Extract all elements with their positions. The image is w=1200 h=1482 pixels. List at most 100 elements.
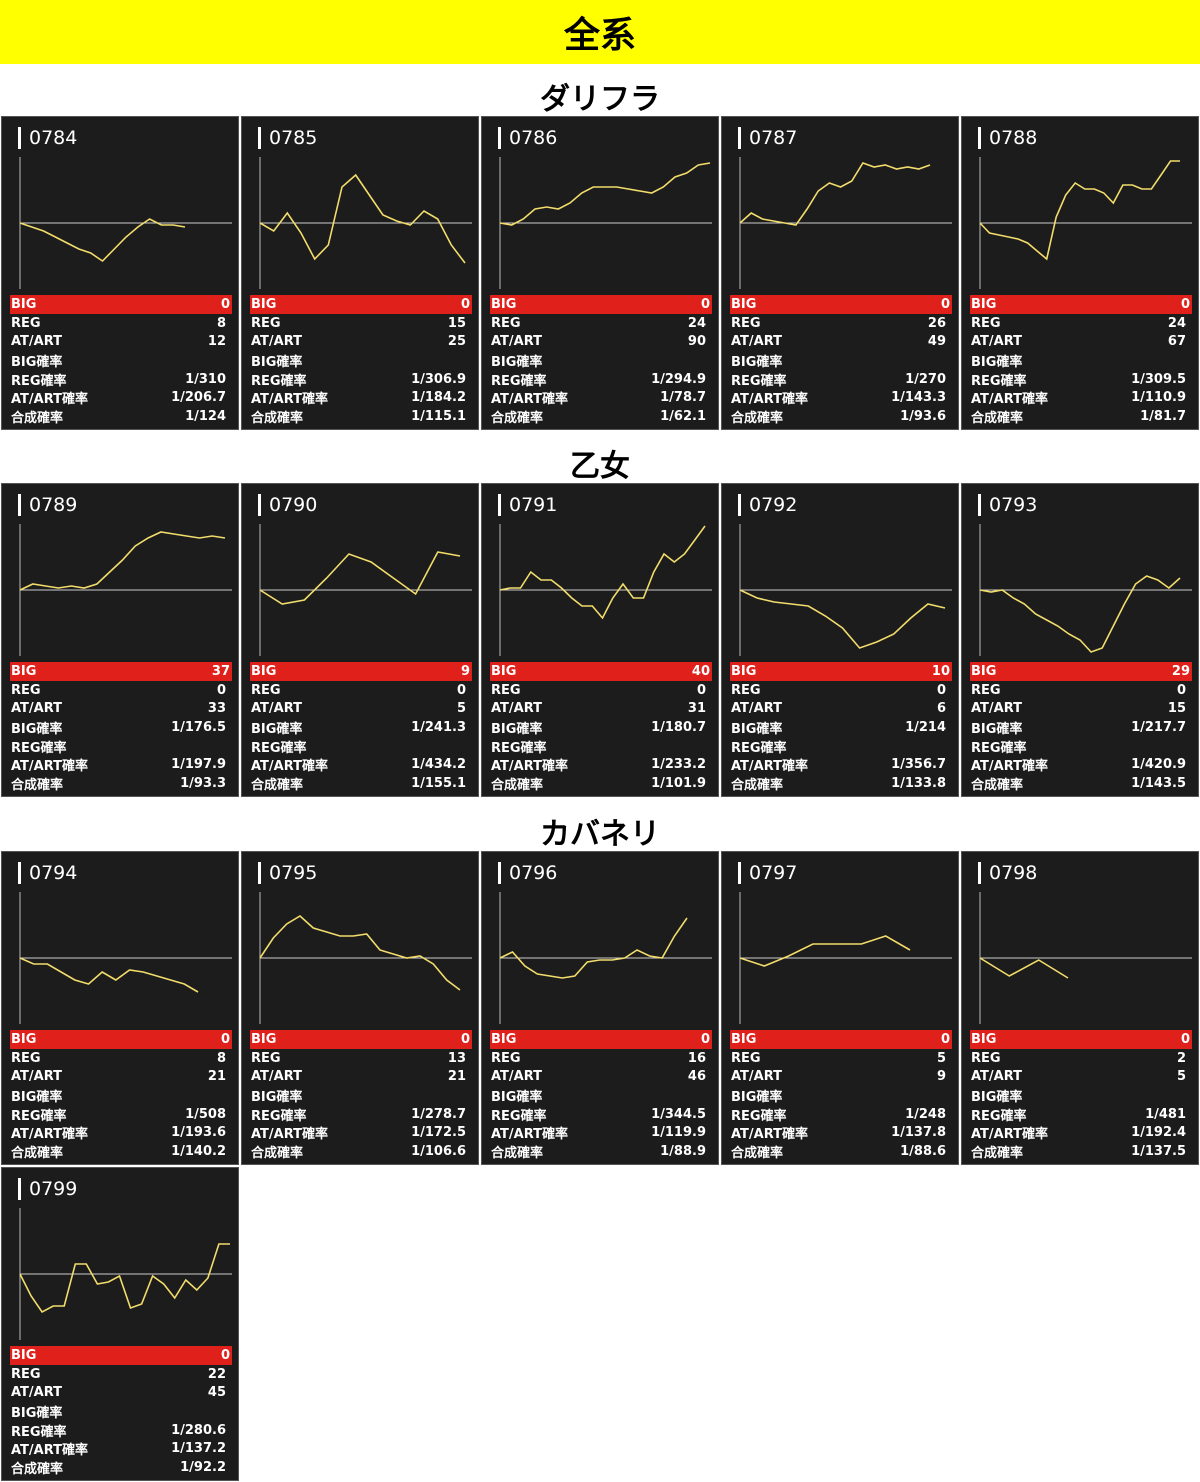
stat-value: 1/248 bbox=[905, 1106, 946, 1122]
stat-row-reg-rate: REG確率 bbox=[730, 737, 952, 756]
stat-label: 合成確率 bbox=[971, 1145, 1024, 1161]
stat-value: 1/81.7 bbox=[1140, 408, 1186, 424]
stat-label: REG確率 bbox=[251, 740, 307, 756]
stat-label: 合成確率 bbox=[11, 410, 64, 426]
stat-value: 1/241.3 bbox=[411, 719, 466, 735]
machine-card[interactable]: 0798 BIG 0 REG 2 AT/ART 5 BIG確率 REG確率 1/481 AT/ART… bbox=[961, 851, 1199, 1165]
stat-row-reg: REG 15 bbox=[250, 314, 472, 333]
stat-label: REG bbox=[491, 315, 521, 331]
machine-card[interactable]: 0794 BIG 0 REG 8 AT/ART 21 BIG確率 REG確率 1/508 AT/AR… bbox=[1, 851, 239, 1165]
stat-row-atart: AT/ART 12 bbox=[10, 332, 232, 351]
stat-row-reg: REG 8 bbox=[10, 314, 232, 333]
stat-label: BIG確率 bbox=[11, 1089, 63, 1105]
machine-card[interactable]: 0796 BIG 0 REG 16 AT/ART 46 BIG確率 REG確率 1/344.5 AT… bbox=[481, 851, 719, 1165]
stat-value: 1/110.9 bbox=[1131, 390, 1186, 406]
stat-label: BIG bbox=[971, 296, 997, 312]
stat-label: AT/ART bbox=[491, 1069, 543, 1085]
graph-line bbox=[979, 957, 1069, 979]
machine-card[interactable]: 0784 BIG 0 REG 8 AT/ART 12 BIG確率 REG確率 1/310 AT/AR… bbox=[1, 116, 239, 430]
stat-row-big-rate: BIG確率 bbox=[490, 1086, 712, 1105]
stat-value: 0 bbox=[700, 296, 710, 312]
machine-card[interactable]: 0797 BIG 0 REG 5 AT/ART 9 BIG確率 REG確率 1/248 AT/ART… bbox=[721, 851, 959, 1165]
stat-row-reg-rate: REG確率 1/248 bbox=[730, 1105, 952, 1124]
stat-label: BIG bbox=[11, 1031, 37, 1047]
stat-value: 1/306.9 bbox=[411, 371, 466, 387]
stat-row-big-rate: BIG確率 bbox=[970, 351, 1192, 370]
stat-label: 合成確率 bbox=[731, 410, 784, 426]
stat-label: BIG確率 bbox=[11, 721, 63, 737]
stat-row-reg-rate: REG確率 bbox=[250, 737, 472, 756]
stat-value: 1/137.2 bbox=[171, 1441, 226, 1457]
machine-card[interactable]: 0785 BIG 0 REG 15 AT/ART 25 BIG確率 REG確率 1/306.9 AT… bbox=[241, 116, 479, 430]
stat-label: REG確率 bbox=[971, 740, 1027, 756]
machine-card[interactable]: 0789 BIG 37 REG 0 AT/ART 33 BIG確率 1/176.5 REG確率 AT… bbox=[1, 483, 239, 797]
stat-row-atart: AT/ART 15 bbox=[970, 699, 1192, 718]
stat-row-atart-rate: AT/ART確率 1/119.9 bbox=[490, 1123, 712, 1142]
slump-graph bbox=[19, 157, 232, 289]
stat-label: BIG確率 bbox=[251, 1089, 303, 1105]
machine-card[interactable]: 0786 BIG 0 REG 24 AT/ART 90 BIG確率 REG確率 1/294.9 AT… bbox=[481, 116, 719, 430]
stat-label: REG bbox=[11, 315, 41, 331]
stat-label: BIG bbox=[11, 296, 37, 312]
machine-card[interactable]: 0787 BIG 0 REG 26 AT/ART 49 BIG確率 REG確率 1/270 AT/A… bbox=[721, 116, 959, 430]
stat-value: 90 bbox=[687, 334, 706, 350]
stat-row-big-rate: BIG確率 bbox=[250, 351, 472, 370]
stat-value: 1/192.4 bbox=[1131, 1125, 1186, 1141]
stat-row-big: BIG 37 bbox=[10, 662, 232, 681]
machine-number: 0799 bbox=[18, 1178, 77, 1200]
stat-row-reg-rate: REG確率 1/278.7 bbox=[250, 1105, 472, 1124]
stat-row-atart-rate: AT/ART確率 1/434.2 bbox=[250, 755, 472, 774]
machine-number: 0786 bbox=[498, 127, 557, 149]
stat-value: 0 bbox=[940, 296, 950, 312]
stat-label: AT/ART確率 bbox=[491, 1127, 569, 1143]
stat-row-atart-rate: AT/ART確率 1/137.8 bbox=[730, 1123, 952, 1142]
slump-graph bbox=[259, 892, 472, 1024]
stat-label: REG確率 bbox=[731, 1108, 787, 1124]
stat-label: REG確率 bbox=[11, 740, 67, 756]
stat-value: 1/420.9 bbox=[1131, 757, 1186, 773]
machine-stats: BIG 0 REG 24 AT/ART 67 BIG確率 REG確率 1/309.5 AT/ART… bbox=[970, 295, 1192, 426]
stat-value: 1/176.5 bbox=[171, 719, 226, 735]
stat-label: AT/ART確率 bbox=[971, 759, 1049, 775]
stat-value: 0 bbox=[1180, 296, 1190, 312]
machine-card[interactable]: 0795 BIG 0 REG 13 AT/ART 21 BIG確率 REG確率 1/278.7 AT… bbox=[241, 851, 479, 1165]
machine-stats: BIG 37 REG 0 AT/ART 33 BIG確率 1/176.5 REG確率 AT/ART… bbox=[10, 662, 232, 793]
stat-value: 1/93.3 bbox=[180, 775, 226, 791]
stat-row-atart-rate: AT/ART確率 1/110.9 bbox=[970, 388, 1192, 407]
machine-card[interactable]: 0799 BIG 0 REG 22 AT/ART 45 BIG確率 REG確率 1/280.6 AT… bbox=[1, 1167, 239, 1481]
stat-value: 1/217.7 bbox=[1131, 719, 1186, 735]
stat-label: REG bbox=[971, 682, 1001, 698]
stat-label: AT/ART確率 bbox=[251, 392, 329, 408]
stat-value: 1/280.6 bbox=[171, 1422, 226, 1438]
stat-row-total-rate: 合成確率 1/115.1 bbox=[250, 407, 472, 426]
stat-value: 26 bbox=[927, 315, 946, 331]
stat-row-atart-rate: AT/ART確率 1/78.7 bbox=[490, 388, 712, 407]
stat-row-reg-rate: REG確率 bbox=[490, 737, 712, 756]
machine-card[interactable]: 0793 BIG 29 REG 0 AT/ART 15 BIG確率 1/217.7 REG確率 AT… bbox=[961, 483, 1199, 797]
stat-label: BIG bbox=[971, 663, 997, 679]
machine-card[interactable]: 0788 BIG 0 REG 24 AT/ART 67 BIG確率 REG確率 1/309.5 AT… bbox=[961, 116, 1199, 430]
stat-label: 合成確率 bbox=[11, 1461, 64, 1477]
stat-label: BIG確率 bbox=[971, 354, 1023, 370]
stat-row-big: BIG 0 bbox=[250, 295, 472, 314]
stat-label: BIG確率 bbox=[491, 354, 543, 370]
stat-value: 49 bbox=[927, 334, 946, 350]
stat-label: BIG bbox=[491, 1031, 517, 1047]
stat-label: AT/ART確率 bbox=[11, 392, 89, 408]
machine-card[interactable]: 0790 BIG 9 REG 0 AT/ART 5 BIG確率 1/241.3 REG確率 AT/A… bbox=[241, 483, 479, 797]
stat-value: 29 bbox=[1171, 663, 1190, 679]
stat-label: 合成確率 bbox=[11, 1145, 64, 1161]
stat-row-big-rate: BIG確率 bbox=[970, 1086, 1192, 1105]
machine-card[interactable]: 0792 BIG 10 REG 0 AT/ART 6 BIG確率 1/214 REG確率 AT/AR… bbox=[721, 483, 959, 797]
stat-row-atart: AT/ART 5 bbox=[250, 699, 472, 718]
slump-graph bbox=[499, 524, 712, 656]
stat-value: 1/140.2 bbox=[171, 1143, 226, 1159]
stat-row-reg: REG 0 bbox=[970, 681, 1192, 700]
stat-value: 1/172.5 bbox=[411, 1125, 466, 1141]
stat-value: 0 bbox=[220, 1347, 230, 1363]
graph-line bbox=[19, 218, 186, 263]
stat-row-atart: AT/ART 67 bbox=[970, 332, 1192, 351]
stat-label: REG bbox=[491, 682, 521, 698]
stat-value: 1/93.6 bbox=[900, 408, 946, 424]
machine-card[interactable]: 0791 BIG 40 REG 0 AT/ART 31 BIG確率 1/180.7 REG確率 AT… bbox=[481, 483, 719, 797]
